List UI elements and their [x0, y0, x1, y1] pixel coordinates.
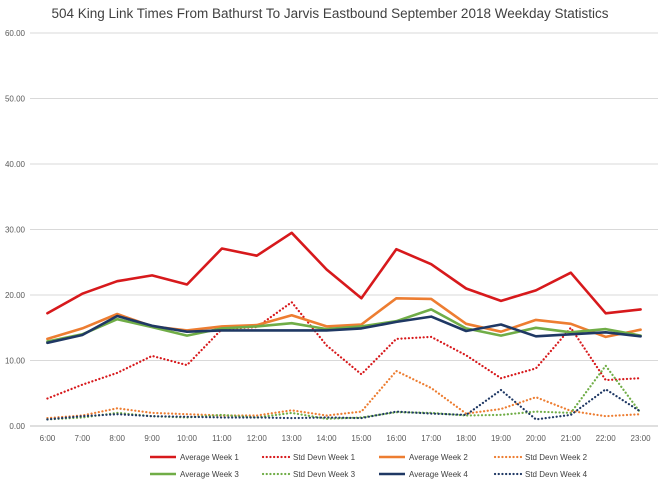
x-tick-label: 8:00	[109, 434, 125, 443]
x-tick-label: 6:00	[40, 434, 56, 443]
legend-item: Average Week 1	[150, 453, 239, 462]
legend-item: Std Devn Week 4	[493, 470, 588, 479]
y-tick-label: 0.00	[9, 422, 25, 431]
legend-label: Average Week 1	[180, 453, 239, 462]
legend-label: Average Week 3	[180, 470, 239, 479]
chart-title: 504 King Link Times From Bathurst To Jar…	[51, 6, 609, 21]
legend-label: Average Week 2	[409, 453, 468, 462]
x-tick-label: 22:00	[596, 434, 617, 443]
x-tick-label: 7:00	[75, 434, 91, 443]
legend-label: Std Devn Week 4	[525, 470, 588, 479]
x-tick-label: 13:00	[282, 434, 303, 443]
x-tick-label: 12:00	[247, 434, 268, 443]
y-tick-label: 40.00	[5, 160, 26, 169]
y-tick-label: 60.00	[5, 29, 26, 38]
legend-item: Std Devn Week 3	[261, 470, 356, 479]
series-line-average-week-1	[46, 231, 642, 315]
legend-item: Average Week 3	[150, 470, 239, 479]
x-tick-label: 15:00	[351, 434, 372, 443]
series-line-average-week-4	[46, 314, 642, 345]
y-tick-label: 10.00	[5, 357, 26, 366]
series-line-std-devn-week-1	[46, 301, 642, 400]
legend-label: Std Devn Week 1	[293, 453, 356, 462]
legend-item: Std Devn Week 1	[261, 453, 356, 462]
x-tick-label: 16:00	[386, 434, 407, 443]
legend-item: Std Devn Week 2	[493, 453, 588, 462]
series-line-average-week-3	[46, 308, 642, 343]
x-tick-label: 18:00	[456, 434, 477, 443]
y-tick-label: 30.00	[5, 226, 26, 235]
series-line-std-devn-week-4	[46, 388, 642, 421]
x-tick-label: 19:00	[491, 434, 512, 443]
x-tick-label: 20:00	[526, 434, 547, 443]
x-tick-label: 9:00	[144, 434, 160, 443]
x-tick-label: 23:00	[631, 434, 652, 443]
y-tick-label: 50.00	[5, 95, 26, 104]
legend-label: Std Devn Week 3	[293, 470, 356, 479]
x-tick-label: 21:00	[561, 434, 582, 443]
legend-item: Average Week 4	[379, 470, 468, 479]
legend-label: Std Devn Week 2	[525, 453, 588, 462]
x-tick-label: 10:00	[177, 434, 198, 443]
x-tick-label: 14:00	[317, 434, 338, 443]
x-tick-label: 11:00	[212, 434, 232, 443]
x-tick-label: 17:00	[421, 434, 442, 443]
series-line-average-week-2	[46, 296, 642, 341]
y-tick-label: 20.00	[5, 291, 26, 300]
legend-item: Average Week 2	[379, 453, 468, 462]
series-line-std-devn-week-2	[46, 369, 642, 420]
series-line-std-devn-week-3	[46, 364, 642, 421]
legend-label: Average Week 4	[409, 470, 468, 479]
